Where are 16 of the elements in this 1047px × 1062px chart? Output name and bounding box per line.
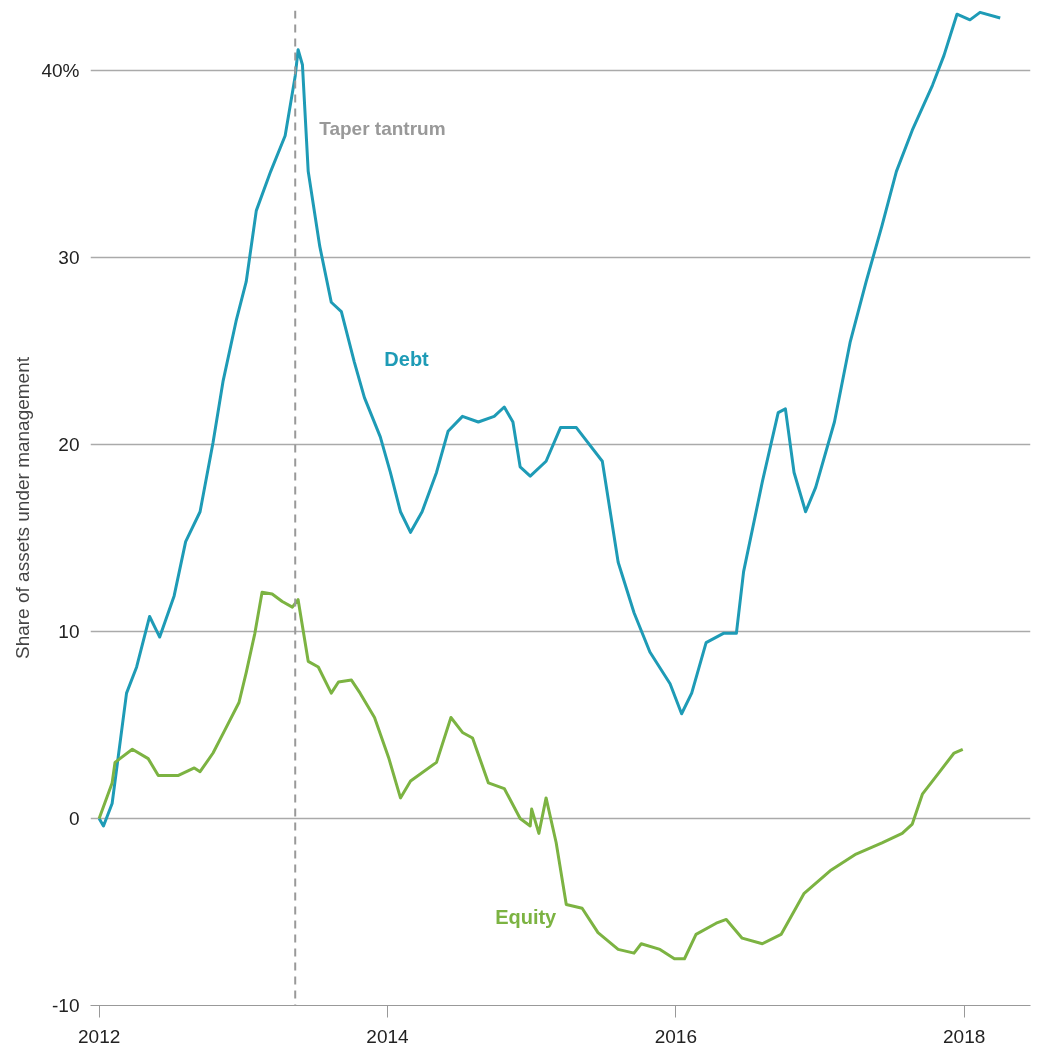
x-tick-label: 2018 — [943, 1025, 986, 1047]
y-axis-title: Share of assets under management — [12, 356, 34, 660]
y-tick-label: 30 — [58, 246, 80, 268]
y-tick-label: -10 — [52, 995, 80, 1016]
y-tick-label: 0 — [68, 807, 80, 829]
line-series — [97, 590, 965, 961]
y-tick-label: 40% — [41, 59, 80, 81]
y-tick-label: 10 — [58, 620, 80, 642]
x-tick-label: 2012 — [78, 1025, 121, 1047]
x-tick-label: 2014 — [366, 1025, 410, 1047]
series-label: Equity — [495, 906, 558, 929]
series-label: Debt — [384, 348, 430, 371]
line-series — [97, 10, 1002, 828]
y-tick-label: 20 — [58, 433, 80, 455]
x-tick-label: 2016 — [654, 1025, 697, 1047]
ref-line-label: Taper tantrum — [319, 117, 446, 139]
